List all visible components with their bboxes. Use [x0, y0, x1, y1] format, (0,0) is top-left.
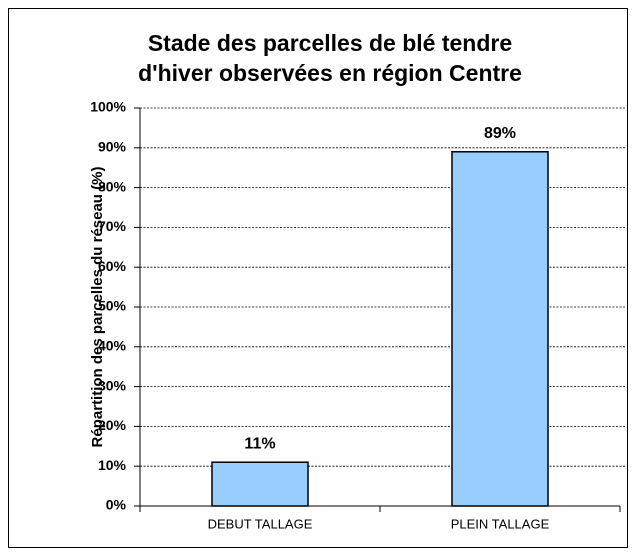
bar [211, 461, 309, 507]
y-tick-label: 90% [98, 139, 127, 155]
x-tick-label: PLEIN TALLAGE [451, 516, 550, 531]
value-label: 11% [244, 435, 275, 452]
y-tick-label: 0% [106, 497, 127, 513]
y-tick-label: 100% [90, 99, 126, 115]
y-tick-label: 60% [98, 258, 127, 274]
y-tick-label: 70% [98, 218, 127, 234]
y-tick-label: 50% [98, 298, 127, 314]
value-label: 89% [484, 125, 516, 142]
x-tick-label: DEBUT TALLAGE [208, 516, 313, 531]
chart-title: Stade des parcelles de blé tendre [148, 30, 512, 56]
y-tick-label: 30% [98, 377, 127, 393]
bar [451, 151, 549, 507]
y-tick-label: 80% [98, 178, 127, 194]
y-tick-label: 40% [98, 338, 127, 354]
y-tick-label: 20% [98, 417, 127, 433]
y-tick-label: 10% [98, 457, 127, 473]
chart-title: d'hiver observées en région Centre [138, 60, 522, 86]
y-axis-label: Répartition des parcelles du réseau (%) [89, 167, 106, 448]
